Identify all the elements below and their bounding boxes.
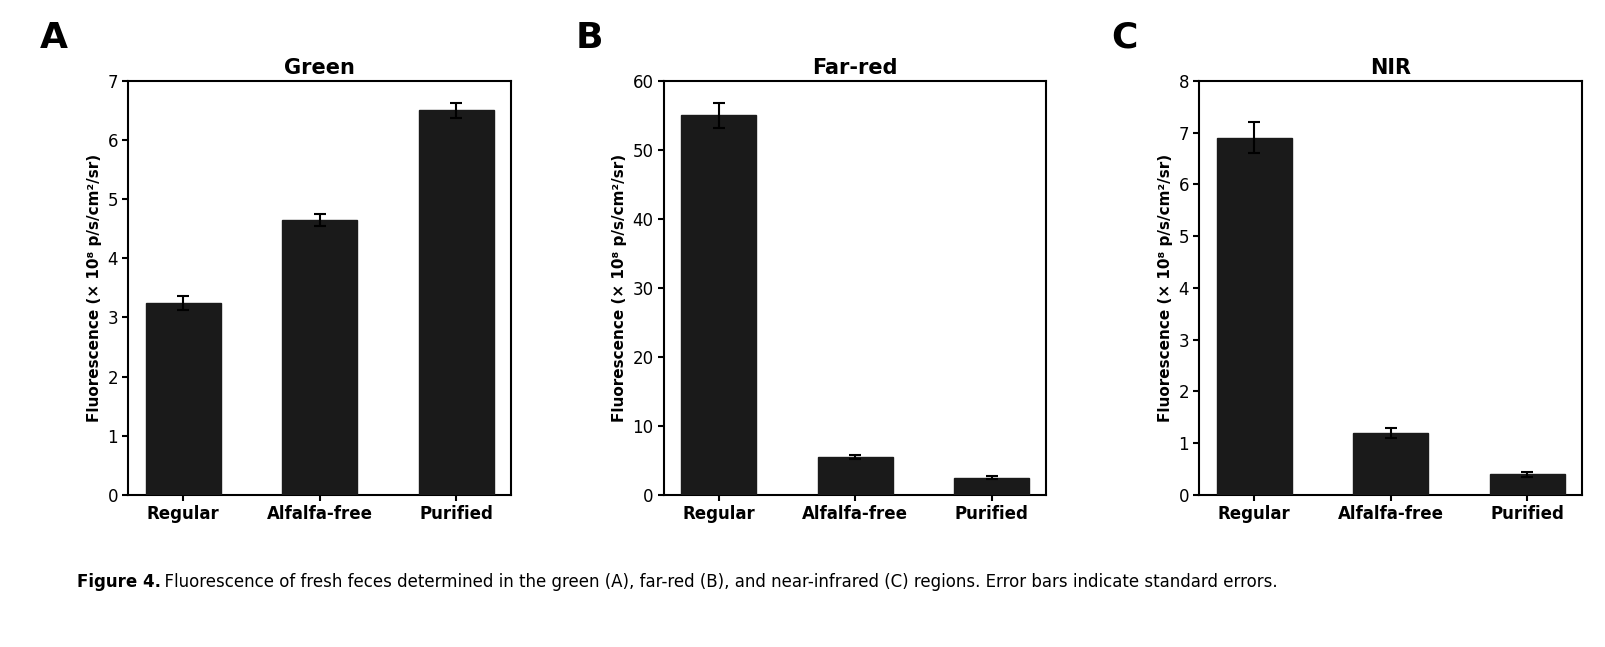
Text: A: A — [40, 21, 67, 55]
Bar — [282, 220, 356, 495]
Text: C: C — [1111, 21, 1136, 55]
Bar — [1217, 138, 1290, 495]
Title: Far-red: Far-red — [812, 58, 897, 78]
Bar — [419, 111, 493, 495]
Y-axis label: Fluorescence (× 10⁸ p/s/cm²/sr): Fluorescence (× 10⁸ p/s/cm²/sr) — [87, 154, 101, 422]
Title: NIR: NIR — [1369, 58, 1411, 78]
Text: Fluorescence of fresh feces determined in the green (A), far-red (B), and near-i: Fluorescence of fresh feces determined i… — [154, 573, 1278, 591]
Bar — [817, 457, 892, 495]
Text: B: B — [575, 21, 603, 55]
Y-axis label: Fluorescence (× 10⁸ p/s/cm²/sr): Fluorescence (× 10⁸ p/s/cm²/sr) — [1157, 154, 1172, 422]
Title: Green: Green — [284, 58, 355, 78]
Y-axis label: Fluorescence (× 10⁸ p/s/cm²/sr): Fluorescence (× 10⁸ p/s/cm²/sr) — [612, 154, 626, 422]
Bar — [1353, 433, 1427, 495]
Text: Figure 4.: Figure 4. — [77, 573, 160, 591]
Bar — [681, 115, 756, 495]
Bar — [146, 303, 221, 495]
Bar — [1488, 474, 1563, 495]
Bar — [953, 477, 1029, 495]
